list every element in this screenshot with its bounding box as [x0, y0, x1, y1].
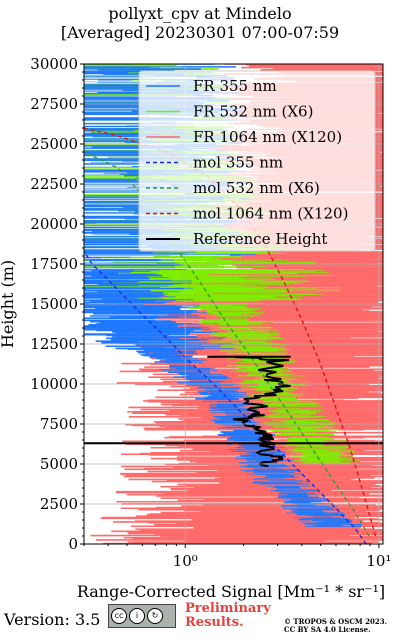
- y-tick-label: 15000: [30, 295, 78, 313]
- legend-label: FR 532 nm (X6): [193, 103, 313, 121]
- x-tick-label: 10⁰: [173, 552, 198, 570]
- x-axis-label: Range-Corrected Signal [Mm⁻¹ * sr⁻¹]: [77, 582, 385, 601]
- sa-icon: ↻: [147, 608, 163, 624]
- legend-label: mol 532 nm (X6): [193, 179, 320, 197]
- axes: 0 2500 5000 7500 10000 12500 15000 17500 20000 22…: [30, 55, 391, 570]
- y-tick-label: 5000: [40, 455, 78, 473]
- y-tick-label: 27500: [30, 95, 78, 113]
- chart-title: pollyxt_cpv at Mindelo: [108, 4, 292, 23]
- preliminary-notice: Preliminary Results.: [185, 602, 271, 630]
- legend-label: Reference Height: [193, 230, 327, 248]
- preliminary-line-2: Results.: [185, 615, 244, 630]
- legend: FR 355 nm FR 532 nm (X6) FR 1064 nm (X120)…: [138, 70, 376, 252]
- legend-label: FR 355 nm: [193, 77, 277, 95]
- y-tick-label: 25000: [30, 135, 78, 153]
- legend-box: [138, 70, 376, 252]
- y-tick-label: 30000: [30, 55, 78, 73]
- copyright-line-1: © TROPOS & OSCM 2023.: [284, 617, 388, 626]
- x-tick-label: 10¹: [366, 552, 391, 570]
- preliminary-line-1: Preliminary: [185, 601, 271, 616]
- legend-label: FR 1064 nm (X120): [193, 128, 342, 146]
- cc-license-badge[interactable]: cc i ↻: [108, 604, 176, 628]
- line-reference-height: [232, 355, 291, 468]
- chart-subtitle: [Averaged] 20230301 07:00-07:59: [60, 23, 340, 42]
- copyright-line-2: CC BY SA 4.0 License.: [284, 625, 371, 634]
- y-tick-label: 22500: [30, 175, 78, 193]
- cc-icon: cc: [111, 608, 127, 624]
- legend-label: mol 1064 nm (X120): [193, 205, 348, 223]
- y-tick-label: 17500: [30, 255, 78, 273]
- line-mol-355-nm: [84, 250, 367, 544]
- version-label: Version: 3.5: [4, 610, 101, 629]
- by-icon: i: [129, 608, 145, 624]
- y-tick-label: 0: [68, 535, 78, 553]
- copyright-notice: © TROPOS & OSCM 2023. CC BY SA 4.0 Licen…: [284, 618, 387, 634]
- legend-label: mol 355 nm: [193, 154, 283, 172]
- y-axis-label: Height (m): [0, 260, 17, 348]
- y-tick-label: 7500: [40, 415, 78, 433]
- y-tick-label: 20000: [30, 215, 78, 233]
- y-tick-label: 12500: [30, 335, 78, 353]
- y-tick-label: 2500: [40, 495, 78, 513]
- y-tick-label: 10000: [30, 375, 78, 393]
